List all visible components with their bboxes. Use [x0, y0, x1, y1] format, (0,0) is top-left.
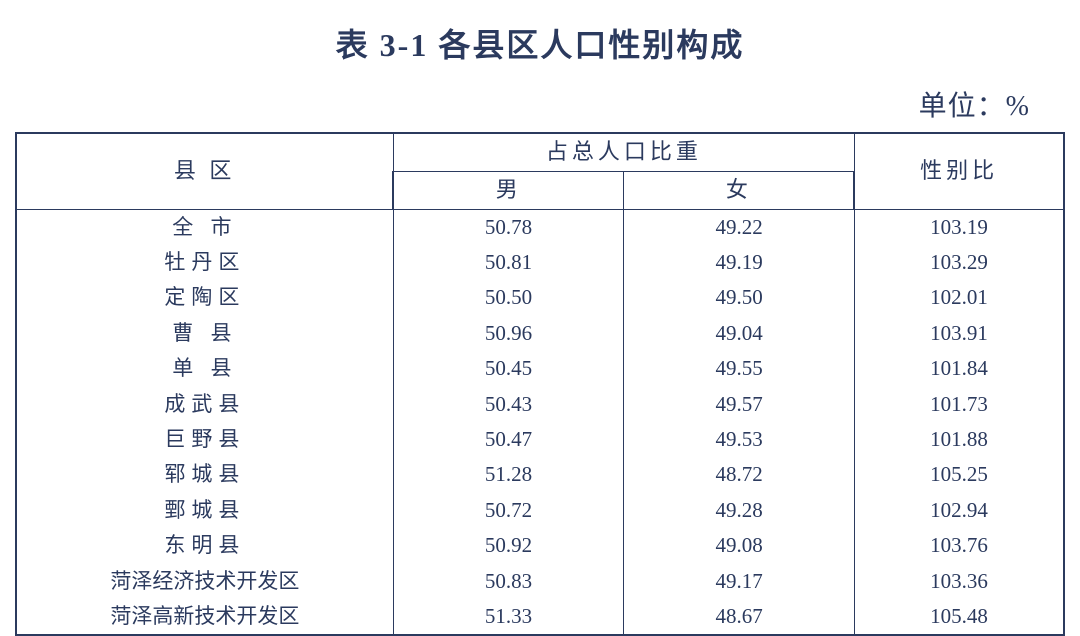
header-region: 县 区 — [16, 133, 393, 209]
table-row: 成武县50.4349.57101.73 — [16, 387, 1064, 422]
cell-ratio: 102.01 — [854, 280, 1064, 315]
header-male: 男 — [393, 171, 624, 209]
table-row: 巨野县50.4749.53101.88 — [16, 422, 1064, 457]
cell-female: 49.55 — [624, 351, 855, 386]
cell-male: 50.78 — [393, 209, 624, 245]
table-row: 东明县50.9249.08103.76 — [16, 528, 1064, 563]
table-row: 定陶区50.5049.50102.01 — [16, 280, 1064, 315]
cell-male: 50.50 — [393, 280, 624, 315]
cell-male: 50.83 — [393, 564, 624, 599]
cell-region: 全 市 — [16, 209, 393, 245]
cell-region: 曹 县 — [16, 316, 393, 351]
cell-female: 48.72 — [624, 457, 855, 492]
cell-ratio: 105.48 — [854, 599, 1064, 635]
cell-region: 定陶区 — [16, 280, 393, 315]
table-body: 全 市50.7849.22103.19牡丹区50.8149.19103.29定陶… — [16, 209, 1064, 635]
table-row: 菏泽经济技术开发区50.8349.17103.36 — [16, 564, 1064, 599]
cell-male: 50.92 — [393, 528, 624, 563]
unit-label: 单位：% — [15, 84, 1065, 124]
cell-region: 鄄城县 — [16, 493, 393, 528]
cell-female: 49.22 — [624, 209, 855, 245]
table-title: 表 3-1 各县区人口性别构成 — [15, 20, 1065, 66]
cell-female: 49.53 — [624, 422, 855, 457]
table-header: 县 区 占总人口比重 性别比 男 女 — [16, 133, 1064, 209]
cell-ratio: 103.19 — [854, 209, 1064, 245]
cell-ratio: 103.29 — [854, 245, 1064, 280]
cell-female: 48.67 — [624, 599, 855, 635]
cell-ratio: 105.25 — [854, 457, 1064, 492]
table-row: 郓城县51.2848.72105.25 — [16, 457, 1064, 492]
data-table: 县 区 占总人口比重 性别比 男 女 全 市50.7849.22103.19牡丹… — [15, 132, 1065, 636]
cell-ratio: 101.88 — [854, 422, 1064, 457]
cell-ratio: 103.76 — [854, 528, 1064, 563]
cell-region: 菏泽经济技术开发区 — [16, 564, 393, 599]
cell-ratio: 102.94 — [854, 493, 1064, 528]
cell-male: 51.28 — [393, 457, 624, 492]
header-ratio: 性别比 — [854, 133, 1064, 209]
table-row: 牡丹区50.8149.19103.29 — [16, 245, 1064, 280]
cell-female: 49.57 — [624, 387, 855, 422]
cell-male: 50.43 — [393, 387, 624, 422]
cell-region: 牡丹区 — [16, 245, 393, 280]
cell-region: 巨野县 — [16, 422, 393, 457]
cell-female: 49.08 — [624, 528, 855, 563]
cell-female: 49.50 — [624, 280, 855, 315]
cell-region: 菏泽高新技术开发区 — [16, 599, 393, 635]
header-female: 女 — [624, 171, 855, 209]
table-row: 曹 县50.9649.04103.91 — [16, 316, 1064, 351]
cell-female: 49.04 — [624, 316, 855, 351]
header-proportion-group: 占总人口比重 — [393, 133, 854, 171]
cell-male: 50.72 — [393, 493, 624, 528]
cell-region: 单 县 — [16, 351, 393, 386]
cell-ratio: 101.73 — [854, 387, 1064, 422]
cell-female: 49.17 — [624, 564, 855, 599]
cell-region: 东明县 — [16, 528, 393, 563]
cell-male: 50.45 — [393, 351, 624, 386]
cell-ratio: 103.36 — [854, 564, 1064, 599]
cell-ratio: 103.91 — [854, 316, 1064, 351]
cell-male: 51.33 — [393, 599, 624, 635]
cell-female: 49.28 — [624, 493, 855, 528]
table-row: 单 县50.4549.55101.84 — [16, 351, 1064, 386]
cell-female: 49.19 — [624, 245, 855, 280]
table-row: 鄄城县50.7249.28102.94 — [16, 493, 1064, 528]
cell-region: 郓城县 — [16, 457, 393, 492]
cell-male: 50.47 — [393, 422, 624, 457]
cell-ratio: 101.84 — [854, 351, 1064, 386]
table-row: 菏泽高新技术开发区51.3348.67105.48 — [16, 599, 1064, 635]
table-row: 全 市50.7849.22103.19 — [16, 209, 1064, 245]
cell-male: 50.81 — [393, 245, 624, 280]
cell-region: 成武县 — [16, 387, 393, 422]
cell-male: 50.96 — [393, 316, 624, 351]
